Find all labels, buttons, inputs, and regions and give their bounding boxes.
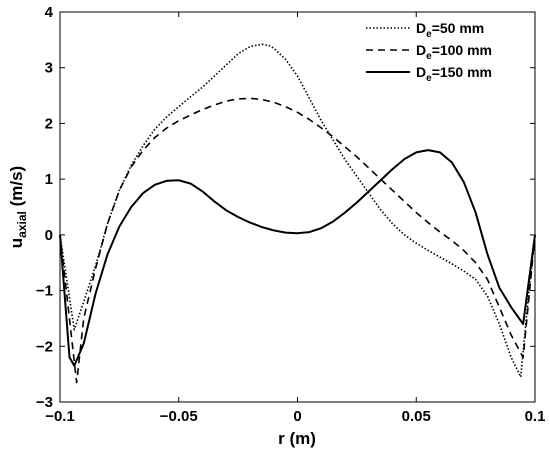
x-tick-label: 0.1 (525, 408, 546, 425)
legend-label-sub: e (426, 51, 432, 62)
x-tick-label: −0.1 (45, 408, 75, 425)
y-tick-label: 2 (45, 115, 53, 132)
x-axis-label: r (m) (278, 429, 316, 448)
axis-ticks: −0.1 −0.05 0 0.05 0.1 −3 −2 −1 0 1 2 3 4 (36, 4, 546, 425)
series-lines (59, 43, 536, 384)
legend-label-rest: =50 mm (432, 20, 485, 36)
y-tick-label: 0 (45, 227, 53, 244)
legend-label-sub: e (426, 29, 432, 40)
y-axis-label-unit: (m/s) (7, 166, 26, 211)
y-tick-label: 1 (45, 171, 53, 188)
y-tick-label: 3 (45, 60, 53, 77)
x-tick-label: −0.05 (160, 408, 198, 425)
y-tick-label: −2 (36, 338, 53, 355)
y-axis-label-sub: axial (15, 211, 29, 238)
y-axis-label-main: u (7, 238, 26, 248)
legend-label-rest: =150 mm (432, 64, 492, 80)
legend-label-main: D (416, 42, 426, 58)
legend-label-rest: =100 mm (432, 42, 492, 58)
legend-label-2: De=100 mm (416, 42, 492, 62)
legend-label-main: D (416, 64, 426, 80)
legend-label-3: De=150 mm (416, 64, 492, 84)
y-axis-label: uaxial (m/s) (7, 166, 29, 248)
series-line-3 (59, 149, 536, 367)
y-tick-label: −3 (36, 394, 53, 411)
legend-label-main: D (416, 20, 426, 36)
y-tick-label: −1 (36, 283, 53, 300)
legend-label-sub: e (426, 73, 432, 84)
series-line-1 (59, 43, 536, 378)
x-tick-label: 0 (293, 408, 301, 425)
legend-label-1: De=50 mm (416, 20, 484, 40)
series-line-2 (59, 97, 536, 384)
y-tick-label: 4 (45, 4, 54, 21)
x-tick-label: 0.05 (402, 408, 431, 425)
